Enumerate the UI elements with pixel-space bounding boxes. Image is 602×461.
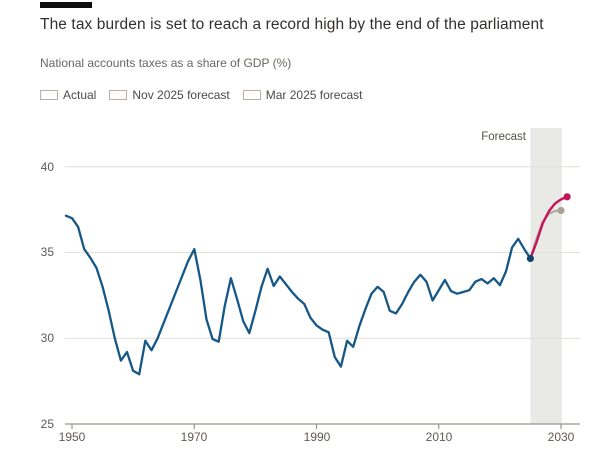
legend-item-mar-2025-forecast: Mar 2025 forecast (242, 88, 363, 102)
y-axis-label-40: 40 (40, 160, 54, 174)
legend-swatch-mar-2025-icon (242, 90, 261, 100)
legend-label-mar-2025: Mar 2025 forecast (265, 88, 363, 102)
y-axis-label-35: 35 (40, 245, 54, 259)
legend-swatch-actual-icon (40, 90, 58, 100)
forecast-annotation: Forecast (481, 131, 526, 143)
legend-item-actual: Actual (40, 88, 96, 102)
legend-label-actual: Actual (63, 88, 97, 102)
x-axis-label-1950: 1950 (58, 430, 86, 444)
legend-label-nov-2025: Nov 2025 forecast (132, 88, 230, 102)
y-axis-label-30: 30 (40, 331, 54, 345)
legend-swatch-nov-2025-icon (109, 90, 128, 100)
x-axis-label-2030: 2030 (547, 430, 575, 444)
x-axis-label-1970: 1970 (180, 430, 208, 444)
x-axis-label-1990: 1990 (303, 430, 331, 444)
brand-bar (40, 2, 92, 8)
chart-subtitle: National accounts taxes as a share of GD… (40, 56, 292, 70)
y-axis-label-25: 25 (40, 417, 54, 431)
x-axis-label-2010: 2010 (425, 430, 453, 444)
page-title: The tax burden is set to reach a record … (40, 16, 544, 33)
legend: Actual Nov 2025 forecast Mar 2025 foreca… (40, 88, 362, 102)
legend-item-nov-2025-forecast: Nov 2025 forecast (109, 88, 230, 102)
